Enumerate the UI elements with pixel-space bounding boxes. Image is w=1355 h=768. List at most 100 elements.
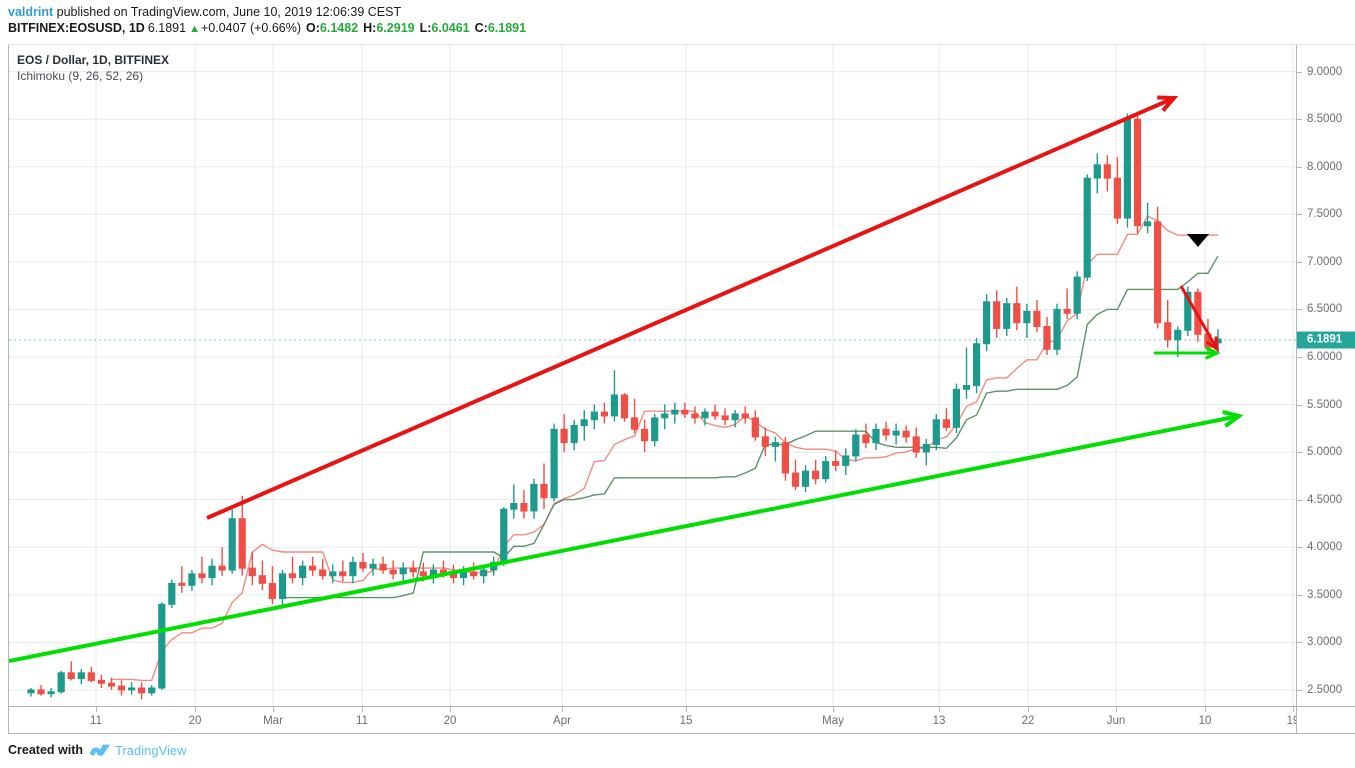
time-tick-mark [939, 707, 940, 712]
price-tick-mark [1297, 356, 1302, 358]
candle-body [812, 470, 820, 480]
candle-body [37, 689, 45, 695]
candle-body [1003, 303, 1011, 329]
time-tick-label: 20 [188, 715, 202, 727]
time-tick-label: 11 [356, 715, 368, 727]
candle-body [872, 428, 880, 444]
candle-body [842, 455, 850, 466]
candle-body [540, 483, 548, 499]
current-price-badge[interactable]: 6.1891 [1297, 331, 1355, 349]
candle-body [530, 483, 538, 512]
price-axis[interactable]: 9.0000 8.5000 8.0000 7.5000 7.0000 6.5000 6.00… [1296, 44, 1355, 706]
price-tick-label: 5.5000 [1307, 398, 1343, 411]
candle-body [319, 569, 327, 577]
candle-body [550, 428, 558, 499]
price-tick-label: 6.0000 [1307, 350, 1343, 363]
candle-body [1154, 221, 1162, 324]
candle-body [107, 682, 116, 687]
price-tick-label: 9.0000 [1307, 65, 1343, 78]
time-tick-mark [96, 707, 97, 712]
candle-body [983, 301, 991, 345]
candle-body [701, 411, 709, 419]
author-link[interactable]: valdrint [8, 5, 54, 19]
price-tick-mark [1297, 499, 1302, 501]
candle-body [419, 571, 427, 577]
candle-body [67, 672, 75, 679]
candle-body [57, 672, 65, 693]
candle-body [1023, 310, 1031, 324]
candle-body [1093, 164, 1101, 179]
candle-body [1063, 308, 1071, 314]
price-tick-mark [1297, 689, 1302, 691]
candle-body [1123, 118, 1132, 219]
price-tick-label: 4.5000 [1307, 493, 1343, 506]
time-axis[interactable]: 11 20 Mar 11 20 Apr 15 May 13 22 Jun 10 19 [8, 706, 1299, 734]
price-plot-area[interactable]: EOS / Dollar, 1D, BITFINEX Ichimoku (9, … [8, 44, 1296, 706]
candles [27, 113, 1222, 700]
price-tick-mark [1297, 547, 1302, 549]
candle-body [671, 409, 679, 415]
candle-body [781, 442, 789, 474]
open-value: 6.1482 [319, 21, 359, 35]
candle-body [1043, 326, 1051, 350]
price-tick-label: 4.0000 [1307, 541, 1343, 554]
price-tick-label: 3.5000 [1307, 588, 1343, 601]
candle-body [178, 582, 186, 586]
candle-body [962, 385, 971, 390]
candle-body [198, 573, 206, 579]
candle-body [359, 561, 367, 569]
price-tick-label: 8.5000 [1307, 113, 1343, 126]
candle-body [731, 413, 739, 421]
candle-body [288, 573, 297, 579]
time-tick-label: 10 [1198, 715, 1212, 727]
short-term-flat-arrow-head [1204, 346, 1221, 360]
time-tick-mark [1205, 707, 1206, 712]
candle-body [993, 301, 1001, 329]
price-tick-mark [1297, 261, 1302, 263]
candle-body [128, 687, 136, 691]
candle-body [188, 573, 196, 586]
candle-body [1083, 177, 1091, 278]
candle-body [641, 428, 649, 442]
time-tick-label: 22 [1021, 715, 1035, 727]
time-tick-label: 20 [443, 715, 457, 727]
candle-body [681, 409, 689, 415]
time-tick-label: 13 [932, 715, 946, 727]
candle-body [630, 417, 639, 430]
candle-body [570, 425, 578, 444]
price-tick-mark [1297, 404, 1302, 406]
candle-body [409, 567, 417, 573]
publish-text: published on TradingView.com, June 10, 2… [56, 5, 402, 19]
kijun-sen-line [282, 255, 1219, 599]
candle-body [500, 508, 508, 564]
last-price: 6.1891 [147, 21, 187, 35]
price-tick-mark [1297, 166, 1302, 168]
triangle-up-icon: ▲ [189, 23, 200, 35]
candle-body [691, 413, 699, 419]
candle-body [1113, 177, 1122, 219]
candle-body [1133, 118, 1142, 227]
publish-info: valdrint published on TradingView.com, J… [8, 4, 1355, 20]
price-tick-mark [1297, 214, 1302, 216]
price-tick-mark [1297, 452, 1302, 454]
short-term-down-arrow [1179, 285, 1219, 350]
candle-body [248, 567, 256, 577]
symbol-label[interactable]: BITFINEX:EOSUSD, 1D [8, 21, 145, 35]
candle-body [661, 413, 669, 419]
low-label: L: [419, 21, 432, 35]
candle-body [751, 417, 759, 438]
candle-body [1184, 291, 1192, 331]
candle-body [278, 573, 287, 599]
price-tick-mark [1297, 71, 1302, 73]
chart-header: valdrint published on TradingView.com, J… [0, 0, 1355, 40]
time-tick-mark [1293, 707, 1294, 712]
candle-body [520, 503, 528, 512]
candle-body [1103, 164, 1111, 179]
candle-body [791, 472, 800, 487]
tradingview-brand[interactable]: TradingView [115, 742, 187, 758]
footer: Created with TradingView [8, 740, 187, 760]
candle-body [329, 571, 337, 577]
time-tick-label: Mar [263, 715, 283, 727]
high-label: H: [363, 21, 377, 35]
time-tick-mark [362, 707, 363, 712]
